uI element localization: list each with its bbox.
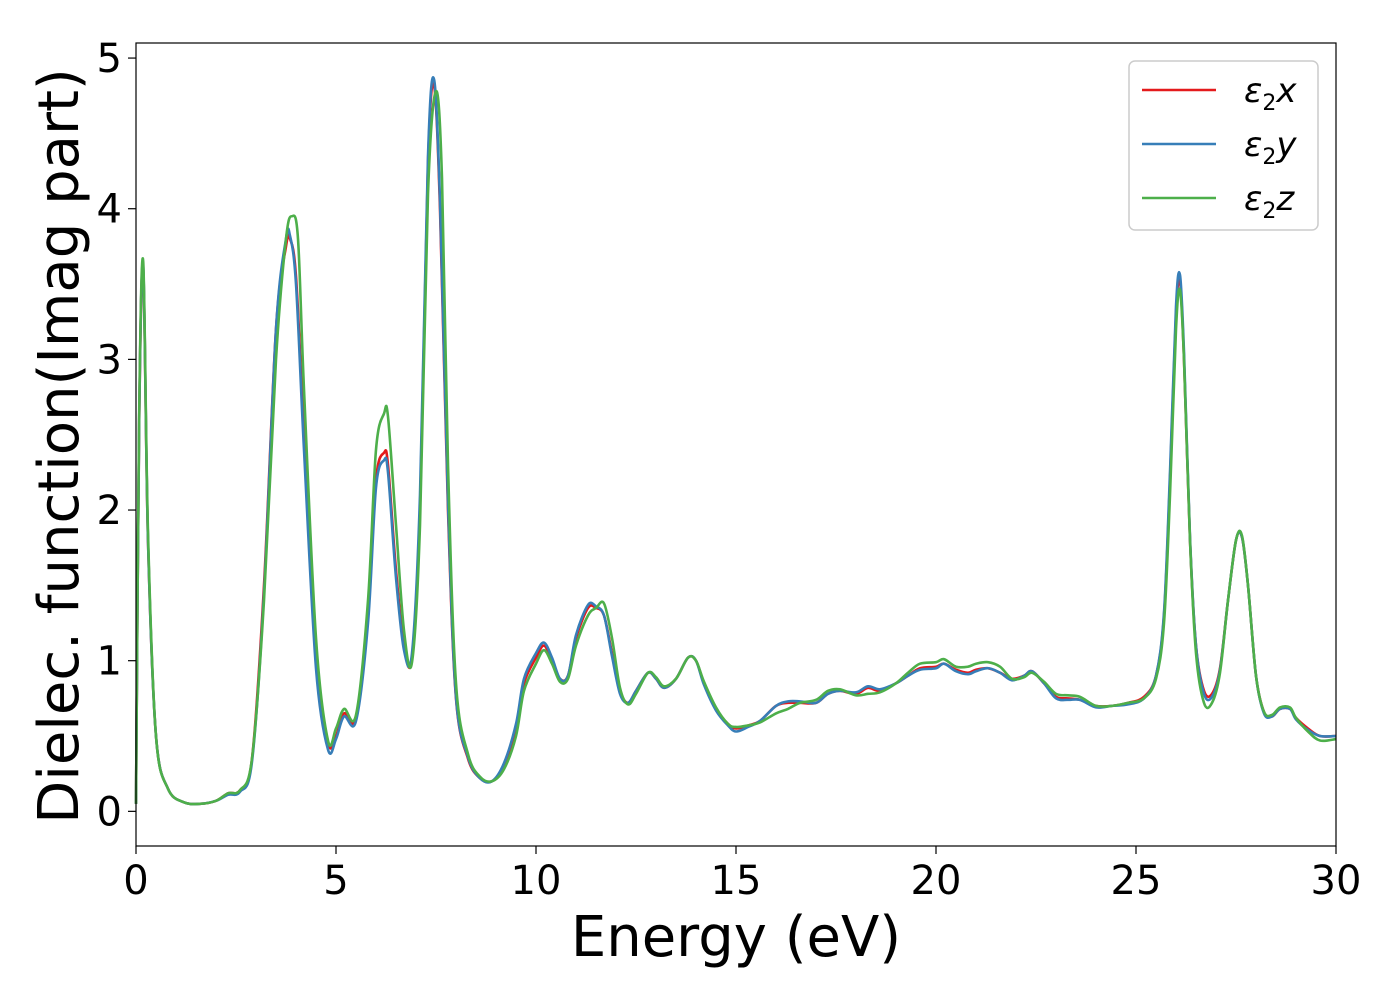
series-line-z (134, 89, 1337, 806)
x-tick-label: 5 (323, 858, 348, 904)
y-tick-label: 2 (97, 488, 122, 534)
x-tick-label: 10 (511, 858, 562, 904)
y-axis-ticks: 0 1 2 3 4 5 (97, 36, 136, 835)
y-axis-title: Dielec. function(Imag part) (27, 68, 92, 824)
y-tick-label: 4 (97, 187, 122, 233)
legend-label-z: ε2z (1244, 179, 1295, 224)
legend-box (1128, 60, 1319, 231)
x-tick-label: 0 (123, 858, 148, 904)
y-tick-label: 1 (97, 639, 122, 685)
x-axis-ticks: 0 5 10 15 20 25 30 (123, 846, 1361, 904)
x-tick-label: 30 (1311, 858, 1362, 904)
x-axis-title: Energy (eV) (571, 905, 901, 970)
legend: ε2x ε2y ε2z (1128, 60, 1319, 231)
series-layer (134, 76, 1337, 806)
x-tick-label: 25 (1111, 858, 1162, 904)
legend-label-y: ε2y (1244, 125, 1297, 170)
x-tick-label: 20 (911, 858, 962, 904)
y-tick-label: 5 (97, 36, 122, 82)
legend-items: ε2x ε2y ε2z (1142, 71, 1297, 224)
x-tick-label: 15 (711, 858, 762, 904)
y-tick-label: 3 (97, 337, 122, 383)
legend-label-x: ε2x (1244, 71, 1297, 116)
y-tick-label: 0 (97, 789, 122, 835)
